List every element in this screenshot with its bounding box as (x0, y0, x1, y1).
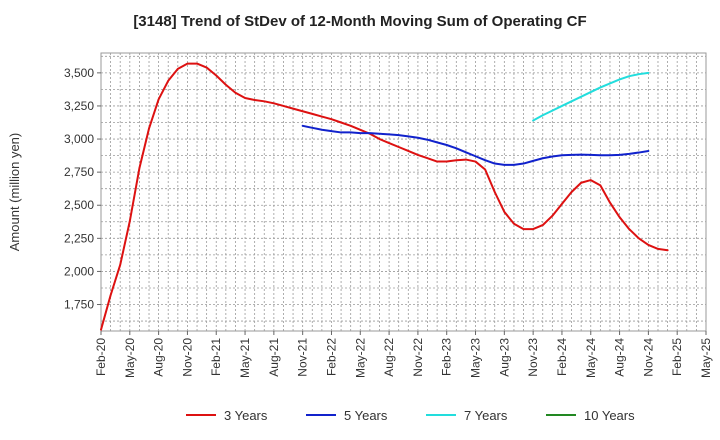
x-tick-label: Nov-20 (180, 338, 194, 377)
legend: 3 Years 5 Years 7 Years 10 Years (186, 408, 635, 423)
plot-border (100, 52, 707, 332)
y-tick-label: 3,000 (64, 132, 94, 146)
x-tick-label: Feb-20 (94, 338, 108, 376)
x-tick-label: Aug-21 (267, 338, 281, 377)
x-tick-label: May-25 (699, 338, 713, 378)
x-tick-label: Nov-24 (641, 338, 655, 377)
x-tick-label: Nov-22 (411, 338, 425, 377)
x-tick-label: Aug-23 (497, 338, 511, 377)
x-tick-label: Feb-21 (209, 338, 223, 376)
x-tick-label: Aug-20 (152, 338, 166, 377)
x-tick-label: Nov-21 (296, 338, 310, 377)
x-tick-label: Feb-23 (440, 338, 454, 376)
y-tick-label: 3,500 (64, 66, 94, 80)
y-tick-label: 3,250 (64, 99, 94, 113)
x-tick-label: May-20 (123, 338, 137, 378)
legend-label-7-years: 7 Years (464, 408, 508, 423)
x-tick-label: May-21 (238, 338, 252, 378)
x-tick-label: Feb-22 (324, 338, 338, 376)
x-tick-label: May-22 (353, 338, 367, 378)
plot-area: 1,750 2,000 2,250 2,500 2,750 3,000 3,250 3,500… (64, 52, 713, 378)
y-axis-label: Amount (million yen) (7, 133, 22, 252)
series-line-7-years (532, 71, 650, 122)
x-tick-label: Aug-24 (613, 338, 627, 377)
x-tick-label: Feb-25 (670, 338, 684, 376)
legend-label-10-years: 10 Years (584, 408, 635, 423)
series-line-5-years (301, 124, 650, 166)
y-tick-label: 2,250 (64, 231, 94, 245)
series-line-3-years (100, 62, 669, 331)
x-tick-label: May-23 (469, 338, 483, 378)
y-tick-label: 2,000 (64, 264, 94, 278)
y-tick-label: 2,500 (64, 198, 94, 212)
legend-label-3-years: 3 Years (224, 408, 268, 423)
legend-label-5-years: 5 Years (344, 408, 388, 423)
x-tick-label: Feb-24 (555, 338, 569, 376)
x-tick-label: Nov-23 (526, 338, 540, 377)
chart-title: [3148] Trend of StDev of 12-Month Moving… (133, 13, 586, 30)
y-tick-label: 2,750 (64, 165, 94, 179)
x-tick-label: Aug-22 (382, 338, 396, 377)
y-tick-label: 1,750 (64, 298, 94, 312)
x-tick-label: May-24 (584, 338, 598, 378)
